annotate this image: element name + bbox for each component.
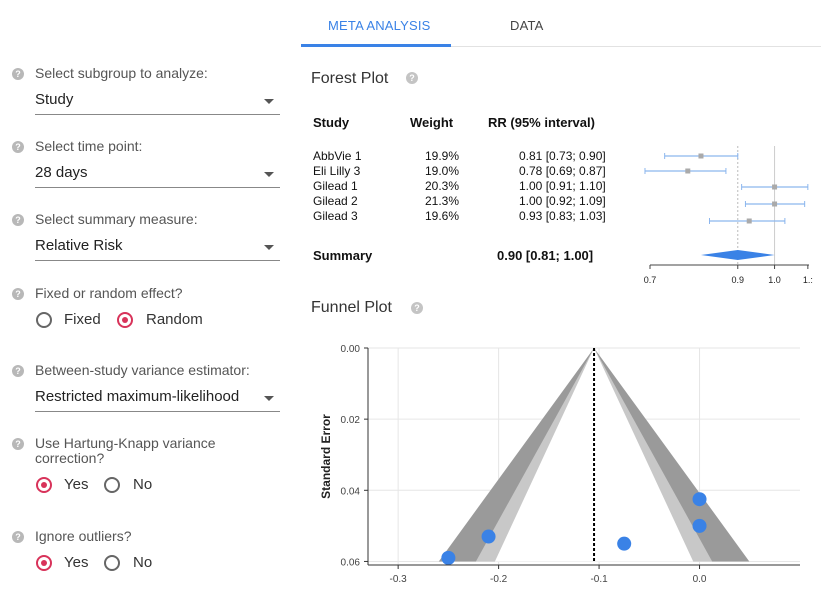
forest-summary-rr: 0.90 [0.81; 1.00] bbox=[497, 248, 594, 263]
funnel-point bbox=[441, 550, 456, 565]
forest-row-rr: 0.78 [0.69; 0.87] bbox=[519, 164, 606, 178]
forest-row-weight: 19.9% bbox=[425, 149, 460, 163]
hartung-knapp-no-radio[interactable] bbox=[104, 477, 120, 493]
hartung-knapp-label: Use Hartung-Knapp variance correction? bbox=[35, 435, 216, 466]
forest-summary-diamond bbox=[700, 250, 775, 260]
time-point-value: 28 days bbox=[35, 164, 88, 181]
forest-row-study: AbbVie 1 bbox=[313, 149, 362, 163]
subgroup-label: Select subgroup to analyze: bbox=[35, 65, 208, 81]
time-point-label: Select time point: bbox=[35, 138, 143, 154]
funnel-y-tick-label: 0.04 bbox=[341, 486, 361, 497]
funnel-x-tick-label: 0.0 bbox=[693, 574, 707, 585]
forest-x-tick-label: 0.7 bbox=[644, 275, 657, 285]
tab-divider bbox=[301, 46, 821, 47]
funnel-point bbox=[481, 529, 496, 544]
subgroup-select[interactable]: Study bbox=[35, 88, 280, 115]
forest-row-rr: 0.93 [0.83; 1.03] bbox=[519, 209, 606, 223]
funnel-y-tick-label: 0.06 bbox=[341, 557, 361, 568]
help-icon[interactable]: ? bbox=[12, 214, 24, 226]
help-icon[interactable]: ? bbox=[12, 141, 24, 153]
subgroup-value: Study bbox=[35, 91, 74, 108]
forest-row-study: Gilead 1 bbox=[313, 179, 358, 193]
forest-header-rr: RR (95% interval) bbox=[488, 115, 595, 130]
variance-estimator-value: Restricted maximum-likelihood bbox=[35, 388, 240, 405]
funnel-x-tick-label: -0.2 bbox=[490, 574, 508, 585]
forest-summary-label: Summary bbox=[313, 248, 373, 263]
funnel-x-tick-label: -0.1 bbox=[590, 574, 608, 585]
outliers-no-label: No bbox=[133, 554, 153, 571]
forest-row-study: Eli Lilly 3 bbox=[313, 164, 361, 178]
funnel-point bbox=[692, 518, 707, 533]
forest-point bbox=[772, 184, 778, 190]
help-icon[interactable]: ? bbox=[12, 365, 24, 377]
forest-point bbox=[772, 201, 778, 207]
hartung-knapp-yes-label: Yes bbox=[64, 476, 89, 493]
fixed-radio-label: Fixed bbox=[64, 311, 101, 328]
forest-point bbox=[746, 218, 752, 224]
forest-header-study: Study bbox=[313, 115, 350, 130]
funnel-point bbox=[617, 536, 632, 551]
forest-row-study: Gilead 3 bbox=[313, 209, 358, 223]
random-radio-label: Random bbox=[146, 311, 203, 328]
outliers-yes-radio[interactable] bbox=[36, 555, 52, 571]
outliers-no-radio[interactable] bbox=[104, 555, 120, 571]
forest-row-rr: 0.81 [0.73; 0.90] bbox=[519, 149, 606, 163]
funnel-plot-chart: 0.00 0.02 0.04 0.06 -0.3 -0.2 -0.1 0.0 Standard … bbox=[319, 344, 800, 585]
fixed-radio[interactable] bbox=[36, 312, 52, 328]
forest-point bbox=[685, 168, 691, 174]
chevron-down-icon bbox=[264, 99, 274, 104]
forest-plot-chart: 0.7 0.9 1.0 1.: bbox=[644, 146, 813, 285]
help-icon[interactable]: ? bbox=[12, 288, 24, 300]
variance-estimator-select[interactable]: Restricted maximum-likelihood bbox=[35, 385, 280, 412]
forest-point bbox=[698, 153, 704, 159]
help-icon[interactable]: ? bbox=[12, 531, 24, 543]
forest-row-weight: 19.6% bbox=[425, 209, 460, 223]
funnel-x-tick-label: -0.3 bbox=[390, 574, 408, 585]
time-point-select[interactable]: 28 days bbox=[35, 161, 280, 188]
tab-meta-analysis[interactable]: META ANALYSIS bbox=[328, 18, 431, 33]
forest-x-tick-label: 1.: bbox=[803, 275, 813, 285]
active-tab-indicator bbox=[301, 44, 451, 47]
outliers-yes-label: Yes bbox=[64, 554, 89, 571]
forest-row-study: Gilead 2 bbox=[313, 194, 358, 208]
forest-plot-title: Forest Plot bbox=[311, 70, 389, 87]
funnel-point bbox=[692, 492, 707, 507]
effect-label: Fixed or random effect? bbox=[35, 285, 183, 301]
forest-row-weight: 19.0% bbox=[425, 164, 460, 178]
chevron-down-icon bbox=[264, 245, 274, 250]
summary-measure-value: Relative Risk bbox=[35, 237, 123, 254]
chevron-down-icon bbox=[264, 172, 274, 177]
forest-header-weight: Weight bbox=[410, 115, 454, 130]
help-icon[interactable]: ? bbox=[12, 68, 24, 80]
tab-data[interactable]: DATA bbox=[510, 18, 544, 33]
chevron-down-icon bbox=[264, 396, 274, 401]
help-icon[interactable]: ? bbox=[406, 72, 418, 84]
hartung-knapp-yes-radio[interactable] bbox=[36, 477, 52, 493]
funnel-y-tick-label: 0.02 bbox=[341, 415, 361, 426]
forest-row-weight: 21.3% bbox=[425, 194, 460, 208]
help-icon[interactable]: ? bbox=[12, 438, 24, 450]
funnel-plot-title: Funnel Plot bbox=[311, 299, 392, 316]
help-icon[interactable]: ? bbox=[411, 302, 423, 314]
random-radio[interactable] bbox=[117, 312, 133, 328]
summary-measure-label: Select summary measure: bbox=[35, 211, 198, 227]
summary-measure-select[interactable]: Relative Risk bbox=[35, 234, 280, 261]
variance-estimator-label: Between-study variance estimator: bbox=[35, 362, 250, 378]
funnel-y-tick-label: 0.00 bbox=[341, 344, 361, 355]
forest-row-rr: 1.00 [0.92; 1.09] bbox=[519, 194, 606, 208]
forest-row-weight: 20.3% bbox=[425, 179, 460, 193]
forest-x-tick-label: 0.9 bbox=[732, 275, 745, 285]
forest-row-rr: 1.00 [0.91; 1.10] bbox=[519, 179, 606, 193]
forest-x-tick-label: 1.0 bbox=[768, 275, 781, 285]
hartung-knapp-no-label: No bbox=[133, 476, 153, 493]
funnel-y-axis-label: Standard Error bbox=[319, 414, 333, 499]
outliers-label: Ignore outliers? bbox=[35, 528, 132, 544]
